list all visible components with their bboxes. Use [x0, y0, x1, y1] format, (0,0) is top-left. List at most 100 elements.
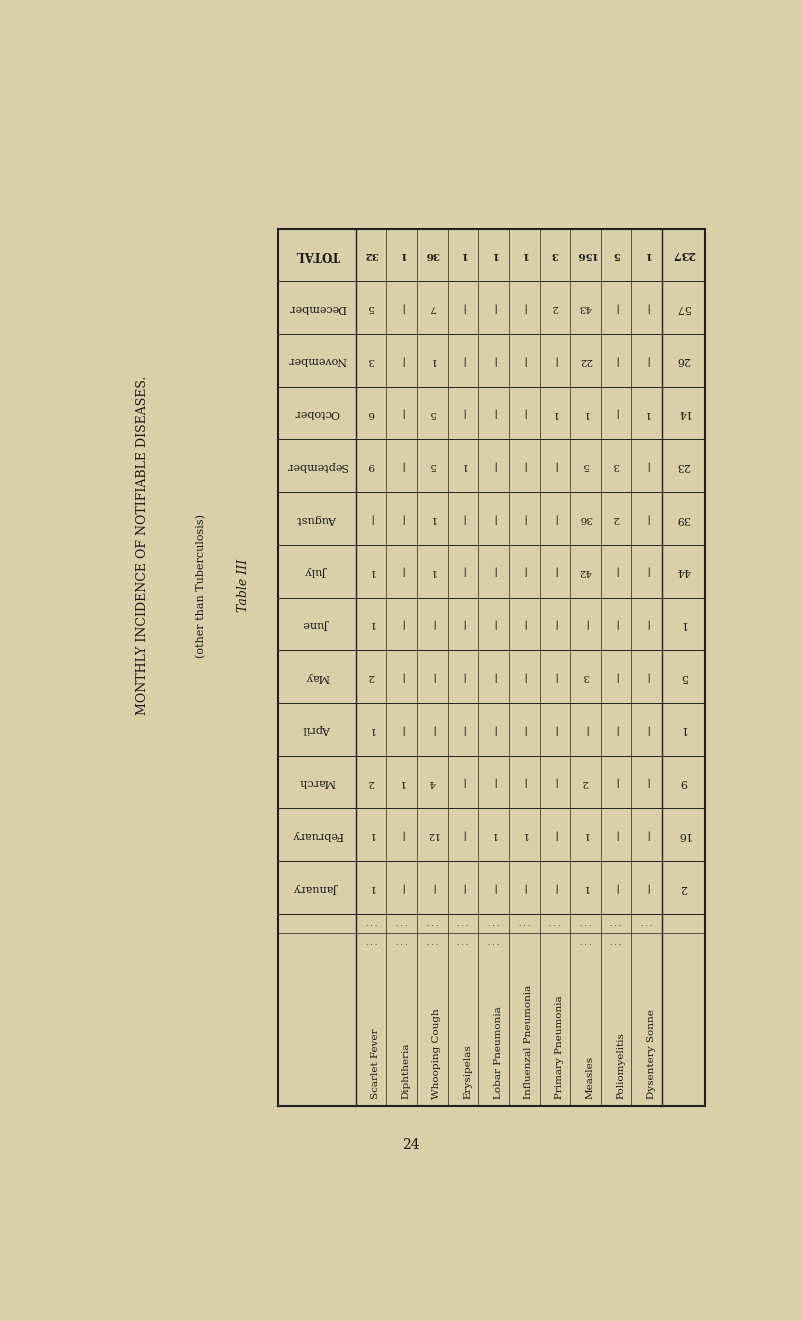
Text: 3: 3 — [551, 251, 558, 259]
Text: |: | — [400, 514, 404, 523]
Text: |: | — [492, 514, 496, 523]
Text: |: | — [461, 355, 465, 365]
Text: |: | — [645, 303, 649, 312]
Text: |: | — [369, 514, 373, 523]
Text: |: | — [522, 620, 526, 629]
Text: |: | — [461, 514, 465, 523]
Text: 1: 1 — [460, 461, 466, 470]
Text: |: | — [522, 725, 526, 734]
Text: 2: 2 — [368, 672, 375, 682]
Text: . . .: . . . — [457, 939, 469, 947]
Text: 1: 1 — [643, 251, 650, 259]
Text: December: December — [288, 303, 346, 313]
Text: |: | — [553, 567, 557, 576]
Text: |: | — [522, 303, 526, 312]
Text: 5: 5 — [613, 251, 620, 259]
Text: |: | — [461, 567, 465, 576]
Text: 3: 3 — [582, 672, 589, 682]
Text: 4: 4 — [429, 778, 436, 786]
Text: 1: 1 — [552, 408, 558, 417]
Text: |: | — [461, 672, 465, 682]
Text: 1: 1 — [582, 408, 589, 417]
Text: |: | — [645, 725, 649, 734]
Text: |: | — [522, 514, 526, 523]
Text: 1: 1 — [680, 620, 687, 629]
Text: |: | — [645, 620, 649, 629]
Text: |: | — [431, 620, 434, 629]
Text: 2: 2 — [368, 778, 375, 786]
Text: |: | — [645, 672, 649, 682]
Text: |: | — [645, 355, 649, 365]
Text: Measles: Measles — [586, 1055, 594, 1099]
Text: March: March — [299, 777, 336, 787]
Text: February: February — [292, 830, 343, 840]
Text: |: | — [614, 672, 618, 682]
Text: 1: 1 — [398, 251, 405, 259]
Text: |: | — [461, 830, 465, 840]
Text: 1: 1 — [368, 882, 375, 892]
Text: MONTHLY INCIDENCE OF NOTIFIABLE DISEASES.: MONTHLY INCIDENCE OF NOTIFIABLE DISEASES… — [136, 375, 149, 715]
Text: Scarlet Fever: Scarlet Fever — [371, 1028, 380, 1099]
Text: 24: 24 — [401, 1137, 420, 1152]
Text: 1: 1 — [368, 831, 375, 839]
Text: 5: 5 — [429, 461, 436, 470]
Text: . . .: . . . — [580, 919, 591, 927]
Text: |: | — [584, 725, 587, 734]
Text: 3: 3 — [613, 461, 619, 470]
Text: Table III: Table III — [237, 559, 250, 613]
Text: |: | — [553, 461, 557, 470]
Text: |: | — [614, 408, 618, 417]
Text: |: | — [492, 461, 496, 470]
Text: . . .: . . . — [580, 939, 591, 947]
Text: 5: 5 — [582, 461, 589, 470]
Text: 156: 156 — [574, 251, 596, 259]
Text: July: July — [306, 567, 328, 576]
Text: . . .: . . . — [365, 919, 376, 927]
Text: . . .: . . . — [610, 939, 622, 947]
Text: 16: 16 — [676, 830, 690, 840]
Text: 1: 1 — [490, 251, 497, 259]
Text: |: | — [400, 461, 404, 470]
Text: |: | — [645, 882, 649, 892]
Text: May: May — [305, 671, 329, 682]
Text: . . .: . . . — [641, 919, 652, 927]
Text: |: | — [461, 882, 465, 892]
Text: |: | — [614, 303, 618, 312]
Text: . . .: . . . — [365, 939, 376, 947]
Text: 1: 1 — [582, 882, 589, 892]
Text: Primary Pneumonia: Primary Pneumonia — [555, 995, 564, 1099]
Text: |: | — [645, 567, 649, 576]
Text: 36: 36 — [579, 514, 592, 523]
Text: 9: 9 — [368, 461, 375, 470]
Text: . . .: . . . — [396, 939, 408, 947]
Text: January: January — [295, 882, 339, 893]
Text: June: June — [304, 620, 330, 629]
Text: |: | — [645, 830, 649, 840]
Text: |: | — [492, 567, 496, 576]
Text: |: | — [522, 882, 526, 892]
Text: 12: 12 — [426, 831, 439, 839]
Text: |: | — [553, 620, 557, 629]
Text: 1: 1 — [490, 831, 497, 839]
Text: |: | — [645, 777, 649, 787]
Text: 1: 1 — [460, 251, 467, 259]
Text: 5: 5 — [680, 671, 687, 682]
Text: 5: 5 — [368, 303, 375, 312]
Text: |: | — [553, 355, 557, 365]
Text: Influenzal Pneumonia: Influenzal Pneumonia — [524, 984, 533, 1099]
Text: 6: 6 — [368, 408, 375, 417]
Text: |: | — [431, 882, 434, 892]
Text: |: | — [522, 672, 526, 682]
Text: 1: 1 — [368, 725, 375, 734]
Text: |: | — [492, 672, 496, 682]
Text: 5: 5 — [429, 408, 436, 417]
Text: |: | — [461, 725, 465, 734]
Text: 7: 7 — [429, 303, 436, 312]
Text: |: | — [400, 882, 404, 892]
Text: |: | — [584, 620, 587, 629]
Text: 237: 237 — [672, 250, 695, 260]
Text: |: | — [492, 303, 496, 312]
Text: |: | — [553, 830, 557, 840]
Text: |: | — [522, 777, 526, 787]
Text: 1: 1 — [368, 567, 375, 576]
